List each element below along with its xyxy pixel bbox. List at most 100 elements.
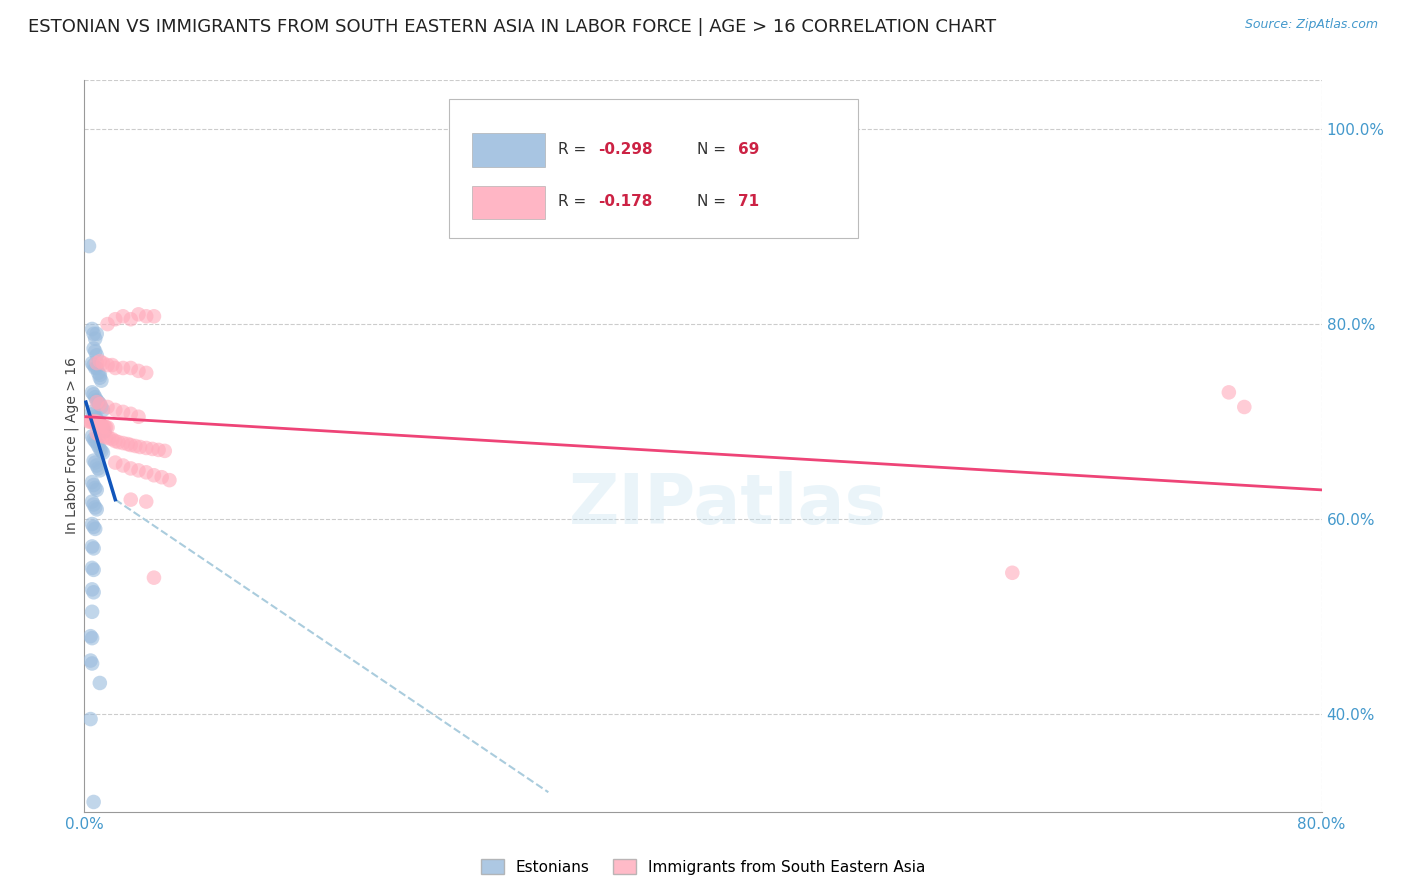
Point [128,364,150,378]
Point [89,368,111,382]
Point [90,443,112,458]
Text: R =: R = [558,142,592,156]
Point [135,466,157,480]
Y-axis label: In Labor Force | Age > 16: In Labor Force | Age > 16 [65,358,79,534]
Point [112,458,135,473]
Point [87,415,110,429]
Point [89,442,111,456]
Point [89,370,111,384]
Point [83,358,105,372]
FancyBboxPatch shape [471,133,544,167]
Point [86,436,108,450]
Point [82,657,104,671]
Point [86,483,108,497]
Point [86,348,108,362]
Point [112,310,135,324]
Point [97,420,120,434]
Point [87,417,110,431]
Point [84,361,107,376]
Point [84,522,107,536]
Point [107,435,129,450]
Point [143,310,166,324]
Point [97,400,120,414]
Point [135,494,157,508]
Point [83,387,105,401]
Text: N =: N = [697,142,731,156]
Text: ESTONIAN VS IMMIGRANTS FROM SOUTH EASTERN ASIA IN LABOR FORCE | AGE > 16 CORRELA: ESTONIAN VS IMMIGRANTS FROM SOUTH EASTER… [28,18,997,36]
Point [83,520,105,534]
Point [104,361,127,376]
Point [82,494,104,508]
Point [101,358,124,372]
Point [82,605,104,619]
Point [87,395,110,409]
Text: R =: R = [558,194,592,210]
Point [89,354,111,368]
Point [79,712,101,726]
Point [143,468,166,483]
Point [86,393,108,408]
Point [84,434,107,449]
Point [84,390,107,404]
Text: ZIPatlas: ZIPatlas [569,471,887,538]
Point [93,419,115,434]
FancyBboxPatch shape [471,186,544,219]
Point [90,418,112,433]
Point [104,312,127,326]
Point [93,425,115,439]
Point [86,426,108,441]
Point [143,571,166,585]
Point [79,629,101,643]
Point [84,332,107,346]
Point [89,397,111,411]
Point [83,453,105,467]
Point [120,438,142,452]
Point [120,492,142,507]
Point [84,481,107,495]
Point [104,456,127,470]
Point [86,415,108,429]
Point [83,795,105,809]
Point [82,582,104,597]
Point [91,446,114,460]
Point [90,419,112,434]
Point [128,463,150,477]
Point [90,400,112,414]
Text: -0.178: -0.178 [598,194,652,210]
Point [120,361,142,376]
Point [101,432,124,446]
Point [112,436,135,450]
Point [120,312,142,326]
Point [84,344,107,359]
Point [150,470,173,484]
Point [82,631,104,645]
Point [77,415,100,429]
Point [120,407,142,421]
Point [82,540,104,554]
Text: 69: 69 [738,142,759,156]
Point [91,419,114,434]
Text: N =: N = [697,194,731,210]
Point [86,502,108,516]
Point [86,361,108,376]
Point [112,361,135,376]
Point [98,431,121,445]
Point [153,443,176,458]
Point [1218,385,1240,400]
Point [129,440,152,454]
Point [90,374,112,388]
Point [82,405,104,419]
Point [82,561,104,575]
Point [86,458,108,473]
Point [86,326,108,341]
Point [82,475,104,489]
Point [1001,566,1024,580]
Point [82,516,104,531]
Point [89,428,111,442]
Point [83,415,105,429]
Point [97,358,120,372]
Point [148,442,170,457]
Point [82,385,104,400]
Point [141,442,163,456]
Point [89,676,111,690]
